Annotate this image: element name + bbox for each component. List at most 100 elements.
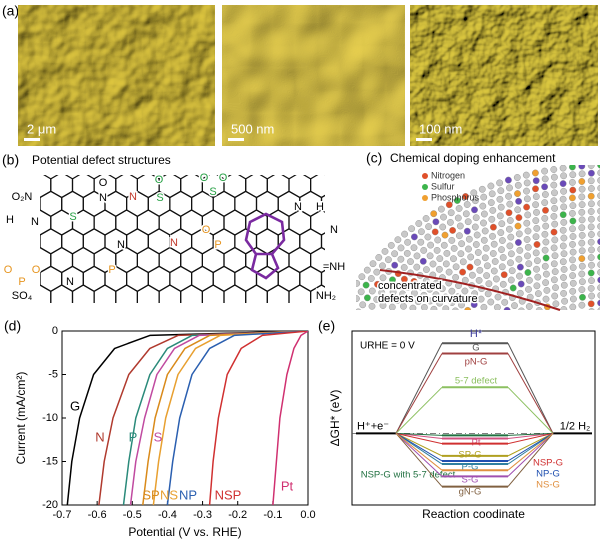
atom	[551, 174, 557, 180]
atom	[440, 214, 446, 220]
atom	[388, 242, 394, 248]
atom	[423, 266, 429, 272]
atom	[533, 234, 539, 240]
atom	[560, 165, 566, 171]
atom-label: N	[117, 239, 125, 251]
atom	[579, 248, 585, 254]
atom	[491, 241, 497, 247]
atom-label: H	[6, 214, 14, 226]
panel-label: (c)	[366, 150, 382, 166]
atom	[523, 172, 529, 178]
y-tick-label: -15	[42, 455, 58, 467]
atom	[579, 186, 585, 192]
atom	[588, 162, 594, 168]
atom	[551, 182, 557, 188]
x-axis-label: Potential (V vs. RHE)	[128, 525, 241, 539]
curve-label: Pt	[281, 478, 294, 493]
atom	[515, 207, 521, 213]
curve-label: NSP	[215, 487, 242, 502]
atom-label: O	[4, 264, 13, 276]
atom	[570, 264, 576, 270]
y-axis-label: ΔGH* (eV)	[328, 390, 342, 447]
atom	[469, 272, 475, 278]
atom	[465, 246, 471, 252]
curve-label: G	[70, 398, 80, 413]
hexagon	[62, 304, 84, 329]
x-tick-label: -0.3	[193, 509, 212, 521]
atom	[444, 250, 450, 256]
atom	[542, 247, 548, 253]
atom	[525, 228, 531, 234]
atom	[490, 224, 496, 230]
atom	[561, 282, 567, 288]
atom-label: N	[330, 224, 338, 236]
atom	[364, 295, 370, 301]
hexagon	[83, 304, 105, 329]
atom	[560, 180, 566, 186]
atom	[472, 224, 478, 230]
atom	[507, 260, 513, 266]
atom	[398, 245, 404, 251]
level-label: 5-7 defect	[455, 376, 498, 387]
hexagon	[332, 173, 354, 198]
atom	[533, 217, 539, 223]
atom	[368, 275, 374, 281]
atom	[561, 266, 567, 272]
x-tick-label: -0.1	[263, 509, 282, 521]
atom	[579, 294, 585, 300]
hexagon	[289, 285, 311, 310]
atom	[579, 255, 585, 261]
atom	[570, 233, 576, 239]
atom-label: O	[99, 177, 108, 189]
atom	[349, 287, 355, 293]
atom	[398, 256, 404, 262]
atom	[452, 274, 458, 280]
legend-label: Nitrogen	[431, 170, 465, 180]
atom	[570, 296, 576, 302]
scale-bar-label: 100 nm	[419, 121, 462, 136]
atom	[524, 196, 530, 202]
atom-label: =NH	[323, 261, 345, 273]
atom	[570, 202, 576, 208]
atom	[432, 229, 438, 235]
panel-label: (e)	[318, 318, 335, 334]
atom	[507, 201, 513, 207]
hexagon	[148, 304, 170, 329]
atom	[473, 241, 479, 247]
atom	[579, 171, 585, 177]
scale-bar-label: 500 nm	[231, 121, 274, 136]
atom	[507, 217, 513, 223]
atom	[437, 255, 443, 261]
atom	[490, 250, 496, 256]
atom	[488, 299, 494, 305]
atom-label: P	[18, 276, 25, 288]
atom	[484, 263, 490, 269]
atom	[518, 308, 524, 314]
atom	[588, 247, 594, 253]
curve-label: S	[154, 429, 163, 444]
atom	[561, 219, 567, 225]
atom	[569, 257, 575, 263]
atom	[508, 277, 514, 283]
legend-dot	[422, 195, 428, 201]
panel-e: (e)GpN-G5-7 defectPtNSP-G with 5-7 defec…	[318, 318, 595, 521]
level-label: NSP-G with 5-7 defect	[361, 470, 456, 481]
atom	[385, 257, 391, 263]
atom	[474, 259, 480, 265]
atom	[534, 225, 540, 231]
atom	[506, 185, 512, 191]
atom	[488, 199, 494, 205]
atom	[401, 231, 407, 237]
atom	[407, 258, 413, 264]
panel-title: Potential defect structures	[32, 153, 171, 167]
atom	[542, 176, 548, 182]
atom	[410, 305, 416, 311]
atom-label: P	[108, 264, 115, 276]
atom	[516, 231, 522, 237]
atom	[506, 210, 512, 216]
y-axis-label: Current (mA/cm²)	[14, 372, 28, 465]
atom	[525, 286, 531, 292]
atom	[498, 229, 504, 235]
atom	[459, 269, 465, 275]
